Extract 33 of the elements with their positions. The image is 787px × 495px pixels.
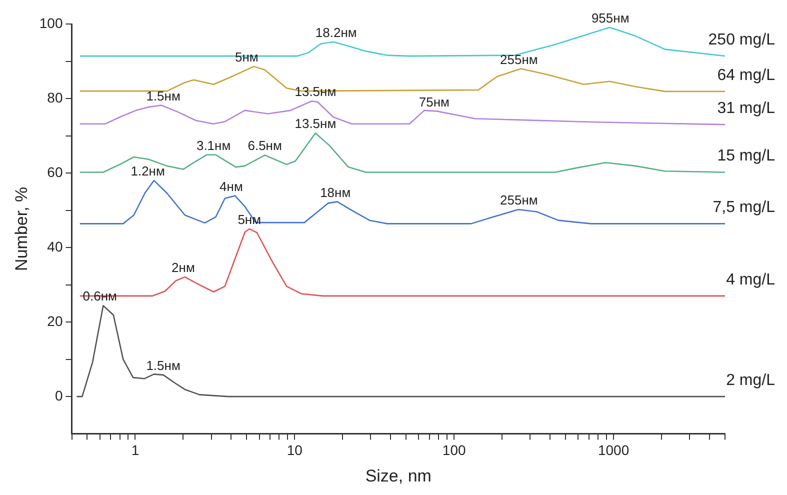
series-label: 7,5 mg/L bbox=[712, 199, 776, 216]
y-tick-label: 80 bbox=[47, 89, 63, 106]
x-tick-label: 10 bbox=[286, 442, 303, 458]
y-axis-title: Number, % bbox=[12, 186, 31, 271]
x-tick-label: 100 bbox=[442, 442, 466, 458]
series-label: 4 mg/L bbox=[726, 271, 776, 288]
annotation: 1.5нм bbox=[146, 88, 180, 104]
annotation: 13.5нм bbox=[294, 116, 336, 132]
annotation: 75нм bbox=[418, 94, 450, 110]
annotation: 18нм bbox=[320, 184, 351, 200]
annotation: 1.5нм bbox=[146, 358, 180, 374]
series-label: 64 mg/L bbox=[717, 66, 776, 84]
annotation: 255нм bbox=[500, 52, 538, 67]
x-tick-label: 1 bbox=[131, 442, 140, 458]
x-axis-title: Size, nm bbox=[365, 466, 432, 486]
x-tick-label: 1000 bbox=[598, 442, 630, 458]
y-tick-label: 20 bbox=[47, 312, 63, 329]
annotation: 4нм bbox=[220, 178, 243, 194]
annotation: 1.2нм bbox=[130, 164, 165, 179]
series-label: 31 mg/L bbox=[717, 100, 776, 117]
series-label: 250 mg/L bbox=[708, 31, 776, 48]
y-tick-label: 0 bbox=[54, 387, 63, 404]
annotation: 18.2нм bbox=[315, 24, 357, 40]
annotation: 2нм bbox=[172, 260, 195, 276]
series-label: 15 mg/L bbox=[717, 148, 776, 165]
y-tick-label: 40 bbox=[47, 238, 63, 254]
series-label: 2 mg/L bbox=[726, 372, 776, 389]
annotation: 3.1нм bbox=[196, 138, 231, 153]
annotation: 255нм bbox=[500, 192, 538, 208]
annotation: 955нм bbox=[591, 10, 630, 26]
y-tick-label: 60 bbox=[47, 164, 63, 180]
annotation: 6.5нм bbox=[248, 138, 282, 154]
y-tick-label: 100 bbox=[39, 14, 63, 31]
